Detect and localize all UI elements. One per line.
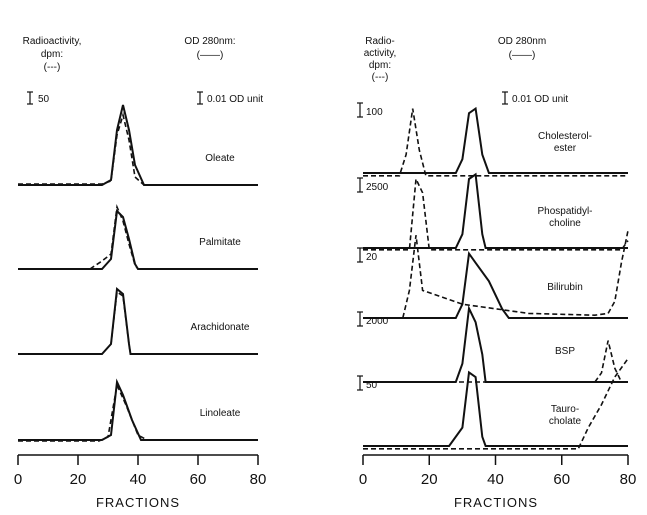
trace-label-1: Palmitate bbox=[199, 237, 241, 248]
radioactivity-line-1 bbox=[363, 176, 629, 251]
radioactivity-line-0 bbox=[363, 108, 628, 177]
x-axis-label-left: FRACTIONS bbox=[96, 495, 180, 510]
trace-label-4: Tauro- bbox=[551, 404, 579, 415]
x-tick-label-0: 0 bbox=[14, 471, 22, 488]
radioactivity-legend-dashed-right: (---) bbox=[372, 72, 389, 83]
od-line-0 bbox=[18, 104, 258, 186]
trace-label-3: BSP bbox=[555, 346, 575, 357]
od-line-3 bbox=[363, 304, 628, 383]
x-tick-label-3: 60 bbox=[190, 471, 207, 488]
trace-label-0: ester bbox=[554, 143, 577, 154]
trace-label-1: Phospatidyl- bbox=[537, 206, 592, 217]
trace-label-2: Bilirubin bbox=[547, 282, 583, 293]
scale-bar-value-3: 2000 bbox=[366, 316, 389, 327]
od-scale-bar-right: 0.01 OD unit bbox=[502, 91, 568, 105]
od-line-4 bbox=[363, 370, 628, 447]
od-legend-solid: (——) bbox=[197, 50, 224, 61]
x-axis-right: 0 20 40 60 80 bbox=[359, 454, 637, 488]
trace-label-0: Cholesterol- bbox=[538, 131, 592, 142]
radioactivity-line-3 bbox=[363, 340, 628, 383]
od-label-right: OD 280nm bbox=[498, 36, 546, 47]
trace-label-2: Arachidonate bbox=[191, 322, 250, 333]
radioactivity-label-line1: Radioactivity, bbox=[23, 36, 82, 47]
radioactivity-line-0 bbox=[18, 111, 258, 186]
radioactivity-line-2 bbox=[18, 290, 258, 355]
x-tick-label-0: 0 bbox=[359, 471, 367, 488]
od-scale-value: 0.01 OD unit bbox=[207, 94, 263, 105]
x-tick-label-1: 20 bbox=[70, 471, 87, 488]
left-panel-fatty-acids: Radioactivity, dpm: (---) OD 280nm: (——)… bbox=[14, 36, 267, 510]
od-label: OD 280nm: bbox=[184, 36, 235, 47]
x-axis-label-right: FRACTIONS bbox=[454, 495, 538, 510]
od-line-2 bbox=[18, 287, 258, 355]
od-line-0 bbox=[363, 106, 628, 174]
scale-bar-value-0: 100 bbox=[366, 107, 383, 118]
x-tick-label-4: 80 bbox=[620, 471, 637, 488]
traces-right: Cholesterol-ester 100 Phospatidyl-choline 2… bbox=[357, 102, 629, 450]
od-line-1 bbox=[18, 208, 258, 270]
radioactivity-scale-bar: 50 bbox=[27, 91, 50, 105]
radioactivity-label-line1-right: Radio- bbox=[365, 36, 394, 47]
radioactivity-label-line2: dpm: bbox=[41, 49, 63, 60]
scale-bar-value-1: 2500 bbox=[366, 182, 389, 193]
od-line-2 bbox=[363, 250, 628, 319]
x-tick-label-1: 20 bbox=[421, 471, 438, 488]
x-tick-label-3: 60 bbox=[553, 471, 570, 488]
radioactivity-scale-value: 50 bbox=[38, 94, 50, 105]
od-scale-value-right: 0.01 OD unit bbox=[512, 94, 568, 105]
radioactivity-label-line3-right: dpm: bbox=[369, 60, 391, 71]
right-panel-lipids: Radio- activity, dpm: (---) OD 280nm (——… bbox=[357, 36, 636, 510]
scale-bar-value-4: 50 bbox=[366, 380, 378, 391]
x-tick-label-2: 40 bbox=[487, 471, 504, 488]
radioactivity-label-line2-right: activity, bbox=[364, 48, 397, 59]
x-axis-left: 0 20 40 60 80 bbox=[14, 454, 267, 488]
trace-label-0: Oleate bbox=[205, 153, 235, 164]
scale-bar-value-2: 20 bbox=[366, 252, 378, 263]
od-legend-solid-right: (——) bbox=[509, 50, 536, 61]
radioactivity-legend-dashed: (---) bbox=[44, 62, 61, 73]
od-line-1 bbox=[363, 172, 628, 249]
radioactivity-line-2 bbox=[363, 230, 629, 319]
trace-label-1: choline bbox=[549, 218, 581, 229]
trace-label-3: Linoleate bbox=[200, 408, 241, 419]
radioactivity-line-4 bbox=[363, 358, 629, 450]
x-tick-label-2: 40 bbox=[130, 471, 147, 488]
od-line-3 bbox=[18, 378, 258, 441]
trace-label-4: cholate bbox=[549, 416, 582, 427]
od-scale-bar: 0.01 OD unit bbox=[197, 91, 263, 105]
traces-left: Oleate Palmitate Arachidonate Linoleate bbox=[18, 104, 258, 442]
x-tick-label-4: 80 bbox=[250, 471, 267, 488]
